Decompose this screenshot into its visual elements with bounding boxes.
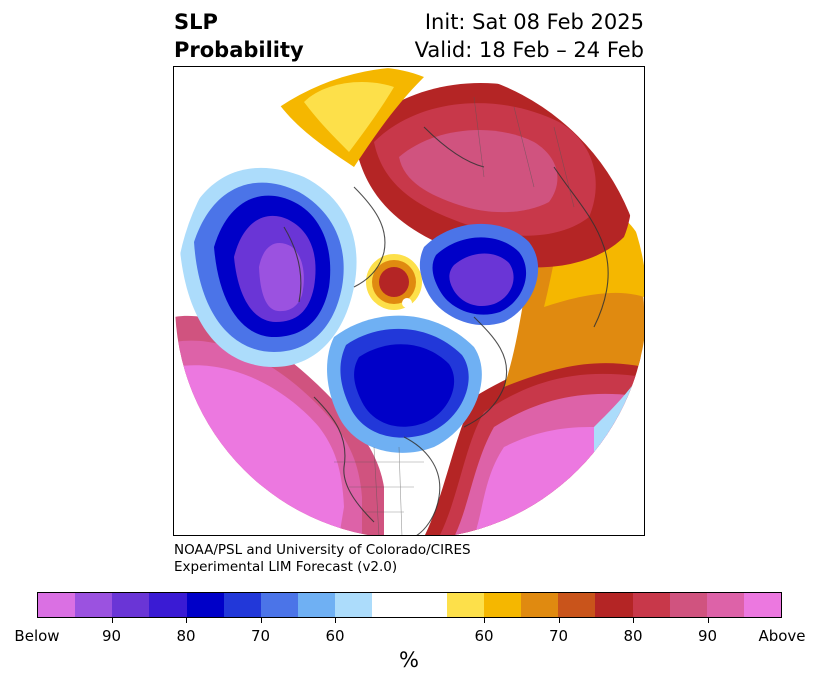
init-date-label: Init: Sat 08 Feb 2025 [424,10,644,34]
forecast-dates: Init: Sat 08 Feb 2025 Valid: 18 Feb – 24… [415,8,644,64]
colorbar-tick-label: 90 [101,627,122,645]
colorbar-tick-mark [707,618,709,623]
valid-date-label: Valid: 18 Feb – 24 Feb [414,38,644,62]
colorbar-tick-label: 60 [474,627,494,645]
colorbar-segment [521,593,559,617]
colorbar-segment [223,593,261,617]
colorbar-tick-mark [558,618,560,623]
colorbar-segment [558,593,596,617]
colorbar-segment [743,593,782,617]
colorbar-segment [335,593,373,617]
colorbar-tick-label: 60 [325,627,345,645]
colorbar-tick-mark [111,618,113,623]
colorbar-tick-mark [335,618,336,623]
colorbar-unit-label: % [399,648,419,672]
colorbar-segment [112,593,150,617]
colorbar-tick-label: Above [758,627,806,645]
credit-text: NOAA/PSL and University of Colorado/CIRE… [174,542,471,576]
colorbar-tick-mark [633,618,634,623]
colorbar-tick-label: Below [14,627,60,645]
colorbar-tick-mark [260,618,262,623]
credit-line-model: Experimental LIM Forecast (v2.0) [174,559,398,575]
colorbar-segment [706,593,744,617]
colorbar-segment [260,593,299,617]
colorbar-segment [669,593,707,617]
polar-stereographic-map [175,67,644,535]
colorbar-segment [38,593,76,617]
title-line-variable: SLP [174,10,218,34]
colorbar-tick-label: 90 [697,627,718,645]
colorbar-segment [149,593,187,617]
colorbar-segment [632,593,670,617]
colorbar-segment [298,593,336,617]
colorbar-tick-label: 80 [623,627,643,645]
colorbar-segment [595,593,633,617]
map-title: SLP Probability [174,8,304,64]
credit-line-institution: NOAA/PSL and University of Colorado/CIRE… [174,542,471,558]
colorbar-segment [186,593,224,617]
colorbar-tick-mark [484,618,485,623]
colorbar-segment [372,593,410,617]
colorbar-tick-label: 80 [176,627,196,645]
colorbar-segment [75,593,113,617]
title-line-quantity: Probability [174,38,304,62]
colorbar-tick-mark [186,618,187,623]
colorbar-segment [446,593,484,617]
colorbar-tick-label: 70 [250,627,271,645]
probability-map [173,66,645,536]
colorbar-tick-label: 70 [548,627,569,645]
colorbar-segment [409,593,447,617]
colorbar-segment [483,593,522,617]
colorbar [37,592,782,618]
